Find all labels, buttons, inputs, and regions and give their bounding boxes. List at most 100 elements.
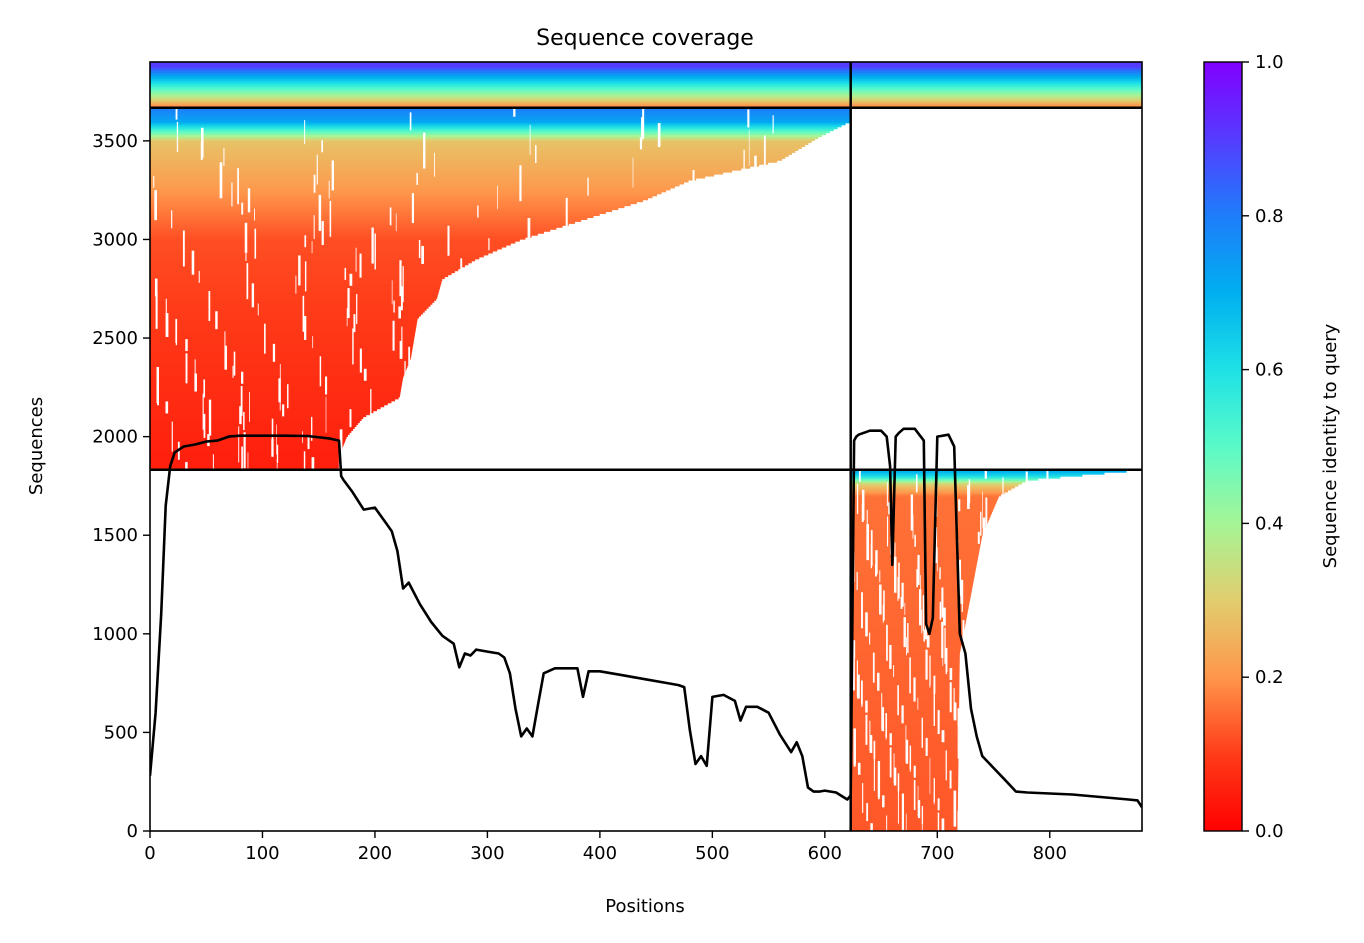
gap-mark xyxy=(886,624,888,661)
coverage-row xyxy=(850,584,973,588)
coverage-row xyxy=(150,264,466,268)
gap-mark xyxy=(856,660,858,697)
coverage-row xyxy=(850,740,959,743)
coverage-row xyxy=(850,529,985,532)
gap-mark xyxy=(861,592,863,629)
gap-mark xyxy=(329,200,332,237)
coverage-row xyxy=(850,533,983,536)
coverage-row xyxy=(850,706,960,710)
gap-mark xyxy=(321,140,324,153)
gap-mark xyxy=(389,207,392,226)
coverage-row xyxy=(850,610,968,613)
y-tick-label: 2500 xyxy=(92,328,138,349)
coverage-row xyxy=(850,651,960,655)
coverage-row xyxy=(850,600,970,603)
gap-mark xyxy=(1025,471,1028,490)
coverage-row xyxy=(150,241,516,244)
gap-mark xyxy=(913,779,916,810)
x-tick-label: 700 xyxy=(920,843,954,864)
coverage-row xyxy=(850,718,959,722)
gap-mark xyxy=(897,576,899,601)
gap-mark xyxy=(881,692,883,729)
coverage-row xyxy=(150,256,480,260)
coverage-row xyxy=(150,357,411,360)
coverage-row xyxy=(850,480,1026,483)
chart-title: Sequence coverage xyxy=(536,26,754,51)
coverage-row xyxy=(150,189,667,193)
coverage-row xyxy=(850,689,960,692)
coverage-row xyxy=(150,134,822,138)
gap-mark xyxy=(877,672,880,691)
coverage-row xyxy=(850,614,968,617)
coverage-row xyxy=(150,361,410,364)
gap-mark xyxy=(893,665,895,678)
coverage-row xyxy=(850,758,959,761)
coverage-row xyxy=(850,645,962,649)
gap-mark xyxy=(939,567,941,580)
gap-mark xyxy=(897,773,900,792)
coverage-row xyxy=(850,521,988,524)
coverage-row xyxy=(850,633,964,637)
coverage-row xyxy=(150,146,802,149)
coverage-row xyxy=(150,410,374,414)
x-tick-label: 400 xyxy=(583,843,617,864)
gap-mark xyxy=(182,230,185,267)
coverage-row xyxy=(150,132,826,136)
coverage-row xyxy=(850,509,993,513)
gap-mark xyxy=(897,685,899,716)
coverage-row xyxy=(150,110,851,114)
gap-mark xyxy=(460,258,463,289)
gap-mark xyxy=(355,247,357,272)
coverage-row xyxy=(850,574,975,578)
coverage-row xyxy=(850,773,959,777)
coverage-row xyxy=(150,150,796,153)
gap-mark xyxy=(945,750,947,781)
coverage-row xyxy=(150,298,437,301)
gap-mark xyxy=(328,180,330,199)
coverage-row xyxy=(850,537,982,540)
gap-mark xyxy=(877,760,881,797)
coverage-row xyxy=(150,428,354,431)
gap-mark xyxy=(967,485,970,510)
coverage-row xyxy=(850,760,959,763)
gap-mark xyxy=(920,575,921,594)
coverage-row xyxy=(850,805,958,808)
gap-mark xyxy=(852,654,855,691)
coverage-row xyxy=(850,769,959,773)
coverage-row xyxy=(150,288,440,291)
coverage-row xyxy=(150,383,402,386)
gap-mark xyxy=(319,356,322,387)
coverage-row xyxy=(850,677,960,680)
coverage-row xyxy=(150,80,1142,83)
gap-mark xyxy=(156,366,159,403)
coverage-row xyxy=(850,669,960,672)
gap-mark xyxy=(421,245,424,264)
gap-mark xyxy=(237,168,239,205)
gap-mark xyxy=(921,820,923,831)
coverage-row xyxy=(150,158,783,161)
coverage-row xyxy=(150,86,1142,89)
gap-mark xyxy=(349,409,352,428)
coverage-row xyxy=(150,250,493,254)
coverage-row xyxy=(850,596,971,599)
coverage-row xyxy=(150,268,459,272)
y-tick-label: 0 xyxy=(127,821,138,842)
coverage-row xyxy=(150,371,406,374)
gap-mark xyxy=(313,215,315,240)
coverage-row xyxy=(150,310,425,313)
coverage-row xyxy=(850,775,959,779)
coverage-row xyxy=(850,487,1012,491)
coverage-row xyxy=(150,432,350,435)
y-axis-label: Sequences xyxy=(26,397,47,495)
gap-mark xyxy=(1046,464,1049,501)
coverage-row xyxy=(850,726,959,730)
coverage-row xyxy=(850,598,971,601)
coverage-row xyxy=(150,221,575,224)
coverage-row xyxy=(150,205,625,209)
alignment-block xyxy=(150,62,1142,109)
coverage-row xyxy=(150,82,1142,85)
coverage-row xyxy=(150,422,359,426)
gap-mark xyxy=(897,787,899,824)
coverage-row xyxy=(150,191,662,195)
gap-mark xyxy=(772,115,774,134)
